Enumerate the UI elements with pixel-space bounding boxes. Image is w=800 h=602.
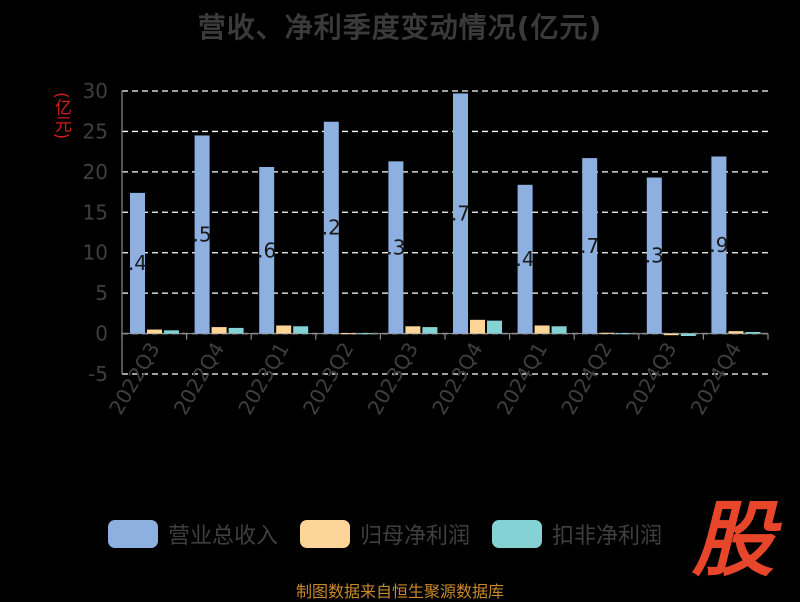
data-label: .5 <box>193 223 212 247</box>
bar-net-profit <box>340 333 356 335</box>
y-tick-label: 25 <box>83 119 108 143</box>
y-tick-label: 0 <box>95 322 108 346</box>
y-tick-label: 15 <box>83 200 108 224</box>
bar-deducted-profit <box>228 327 244 334</box>
bar-net-profit <box>405 326 421 334</box>
legend: 营业总收入 归母净利润 扣非净利润 <box>108 518 662 550</box>
data-label: .4 <box>516 247 535 271</box>
legend-label-revenue: 营业总收入 <box>168 524 279 549</box>
y-tick-label: 30 <box>83 79 108 103</box>
bar-deducted-profit <box>164 330 179 334</box>
legend-label-net-profit: 归母净利润 <box>360 524 471 549</box>
bar-net-profit <box>534 325 550 334</box>
bar-net-profit <box>211 327 227 334</box>
bar-net-profit <box>276 325 292 334</box>
source-footer: 制图数据来自恒生聚源数据库 <box>295 582 504 601</box>
y-tick-label: 20 <box>83 160 108 184</box>
bar-deducted-profit <box>422 327 438 334</box>
bar-deducted-profit <box>680 333 696 336</box>
legend-item-net-profit[interactable]: 归母净利润 <box>300 518 470 550</box>
bar-deducted-profit <box>357 333 373 335</box>
y-tick-label: 10 <box>83 241 108 265</box>
bar-net-profit <box>728 331 744 334</box>
bar-deducted-profit <box>293 326 309 334</box>
bar-deducted-profit <box>487 320 502 334</box>
bar-revenue <box>711 156 727 334</box>
x-category-label: 2023Q4 <box>427 338 487 419</box>
bar-net-profit <box>599 332 615 334</box>
x-category-label: 2024Q2 <box>556 338 616 419</box>
data-label: .7 <box>451 201 470 225</box>
x-category-label: 2023Q1 <box>233 338 293 419</box>
data-label: .3 <box>386 235 405 259</box>
logo: 股 <box>692 493 774 588</box>
legend-swatch-net-profit <box>300 520 351 548</box>
data-label: .2 <box>322 216 341 240</box>
data-label: .3 <box>645 244 664 268</box>
x-category-label: 2024Q1 <box>492 338 552 419</box>
x-category-label: 2023Q3 <box>363 338 423 419</box>
bar-revenue <box>323 121 339 334</box>
x-category-label: 2022Q4 <box>169 338 229 419</box>
y-tick-label: 5 <box>95 281 108 305</box>
data-label: .7 <box>580 234 599 258</box>
legend-swatch-deducted-profit <box>492 520 543 548</box>
data-label: .6 <box>257 238 276 262</box>
bar-net-profit <box>470 319 485 334</box>
bar-revenue <box>453 93 468 334</box>
bar-revenue <box>517 184 533 334</box>
bar-deducted-profit <box>551 326 567 334</box>
bar-net-profit <box>147 329 162 334</box>
x-category-label: 2024Q3 <box>621 338 681 419</box>
bar-deducted-profit <box>616 333 632 335</box>
bar-revenue <box>582 158 598 334</box>
legend-label-deducted-profit: 扣非净利润 <box>552 524 663 549</box>
bar-net-profit <box>663 333 679 336</box>
bar-revenue <box>388 161 404 334</box>
y-tick-label: -5 <box>88 362 108 386</box>
y-axis-unit: (亿元) <box>51 92 71 140</box>
legend-item-deducted-profit[interactable]: 扣非净利润 <box>492 518 662 550</box>
x-category-label: 2023Q2 <box>298 338 358 419</box>
bar-revenue <box>130 192 145 334</box>
x-category-label: 2022Q3 <box>104 338 164 419</box>
legend-item-revenue[interactable]: 营业总收入 <box>108 518 278 550</box>
data-label: .4 <box>128 251 147 275</box>
bar-revenue <box>646 177 662 334</box>
legend-swatch-revenue <box>108 520 158 548</box>
x-category-label: 2024Q4 <box>686 338 746 419</box>
bar-revenue <box>259 167 275 334</box>
bar-revenue <box>194 135 210 334</box>
bar-deducted-profit <box>745 331 761 334</box>
data-label: .9 <box>709 233 728 257</box>
chart-title: 营收、净利季度变动情况(亿元) <box>197 11 603 44</box>
